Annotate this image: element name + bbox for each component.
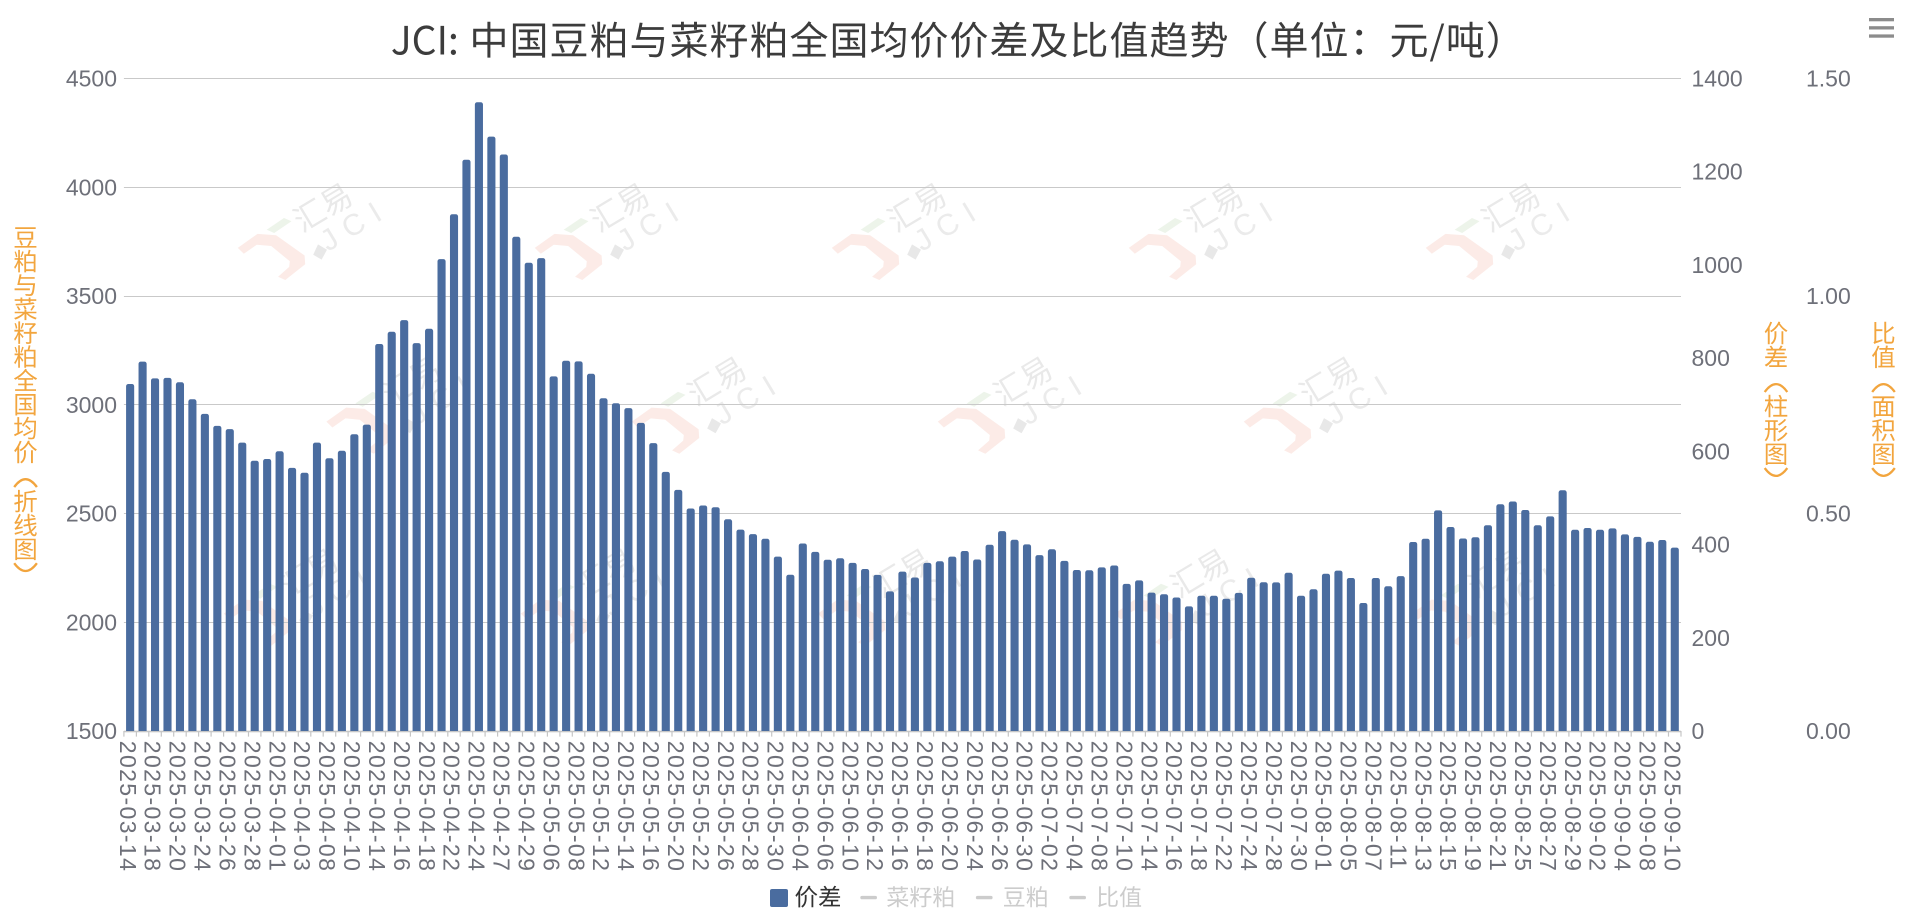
svg-text:2025-08-15: 2025-08-15 (1435, 741, 1461, 872)
svg-text:2025-03-18: 2025-03-18 (140, 741, 166, 872)
svg-text:2025-06-24: 2025-06-24 (962, 741, 988, 872)
svg-text:2025-08-01: 2025-08-01 (1311, 741, 1337, 872)
svg-text:2025-08-27: 2025-08-27 (1535, 741, 1561, 872)
svg-text:2025-04-03: 2025-04-03 (289, 741, 315, 872)
svg-text:2500: 2500 (66, 501, 117, 527)
svg-text:2025-07-10: 2025-07-10 (1111, 741, 1137, 872)
svg-text:2025-06-26: 2025-06-26 (987, 741, 1013, 872)
svg-text:800: 800 (1692, 345, 1730, 371)
svg-text:2025-05-22: 2025-05-22 (688, 741, 714, 872)
svg-text:2025-09-02: 2025-09-02 (1585, 741, 1611, 872)
svg-text:2025-09-04: 2025-09-04 (1610, 741, 1636, 872)
svg-text:2025-07-04: 2025-07-04 (1062, 741, 1088, 872)
svg-text:2025-08-13: 2025-08-13 (1410, 741, 1436, 872)
svg-text:2000: 2000 (66, 609, 117, 635)
svg-text:0: 0 (1692, 718, 1705, 744)
svg-text:2025-04-24: 2025-04-24 (464, 741, 490, 872)
svg-text:2025-03-14: 2025-03-14 (115, 741, 141, 872)
svg-text:2025-08-05: 2025-08-05 (1336, 741, 1362, 872)
svg-text:2025-04-27: 2025-04-27 (489, 741, 515, 872)
svg-text:2025-03-28: 2025-03-28 (239, 741, 265, 872)
svg-text:2025-08-19: 2025-08-19 (1460, 741, 1486, 872)
svg-text:2025-05-12: 2025-05-12 (588, 741, 614, 872)
svg-text:2025-08-21: 2025-08-21 (1485, 741, 1511, 872)
svg-text:2025-04-22: 2025-04-22 (439, 741, 465, 872)
svg-text:2025-06-16: 2025-06-16 (887, 741, 913, 872)
svg-text:2025-03-20: 2025-03-20 (165, 741, 191, 872)
svg-text:200: 200 (1692, 625, 1730, 651)
svg-text:2025-05-14: 2025-05-14 (613, 741, 639, 872)
svg-text:2025-03-26: 2025-03-26 (215, 741, 241, 872)
svg-text:0.00: 0.00 (1806, 718, 1851, 744)
svg-text:2025-04-16: 2025-04-16 (389, 741, 415, 872)
svg-text:2025-04-14: 2025-04-14 (364, 741, 390, 872)
svg-text:2025-09-10: 2025-09-10 (1660, 741, 1686, 872)
svg-text:2025-03-24: 2025-03-24 (190, 741, 216, 872)
svg-text:1400: 1400 (1692, 66, 1743, 92)
svg-text:2025-06-12: 2025-06-12 (862, 741, 888, 872)
svg-text:2025-04-29: 2025-04-29 (513, 741, 539, 872)
svg-text:1.50: 1.50 (1806, 66, 1851, 92)
svg-text:2025-06-10: 2025-06-10 (837, 741, 863, 872)
svg-text:2025-05-20: 2025-05-20 (663, 741, 689, 872)
svg-text:0.50: 0.50 (1806, 501, 1851, 527)
svg-text:2025-06-18: 2025-06-18 (912, 741, 938, 872)
svg-text:2025-07-30: 2025-07-30 (1286, 741, 1312, 872)
svg-text:2025-07-22: 2025-07-22 (1211, 741, 1237, 872)
svg-text:2025-05-08: 2025-05-08 (563, 741, 589, 872)
svg-text:1000: 1000 (1692, 252, 1743, 278)
svg-text:1.00: 1.00 (1806, 283, 1851, 309)
svg-text:3500: 3500 (66, 283, 117, 309)
svg-text:2025-07-08: 2025-07-08 (1087, 741, 1113, 872)
svg-text:2025-08-25: 2025-08-25 (1510, 741, 1536, 872)
svg-text:2025-07-16: 2025-07-16 (1161, 741, 1187, 872)
svg-text:4500: 4500 (66, 66, 117, 92)
svg-text:2025-06-04: 2025-06-04 (788, 741, 814, 872)
svg-text:2025-04-01: 2025-04-01 (264, 741, 290, 872)
svg-text:2025-07-24: 2025-07-24 (1236, 741, 1262, 872)
svg-text:2025-07-28: 2025-07-28 (1261, 741, 1287, 872)
svg-text:2025-05-26: 2025-05-26 (713, 741, 739, 872)
svg-text:2025-07-18: 2025-07-18 (1186, 741, 1212, 872)
svg-text:2025-08-07: 2025-08-07 (1361, 741, 1387, 872)
svg-text:2025-05-16: 2025-05-16 (638, 741, 664, 872)
svg-text:2025-05-30: 2025-05-30 (763, 741, 789, 872)
svg-text:2025-08-29: 2025-08-29 (1560, 741, 1586, 872)
svg-text:2025-05-28: 2025-05-28 (738, 741, 764, 872)
svg-text:2025-06-20: 2025-06-20 (937, 741, 963, 872)
svg-text:2025-05-06: 2025-05-06 (538, 741, 564, 872)
svg-text:2025-09-08: 2025-09-08 (1635, 741, 1661, 872)
svg-text:4000: 4000 (66, 174, 117, 200)
svg-text:2025-08-11: 2025-08-11 (1385, 741, 1411, 871)
svg-text:2025-07-14: 2025-07-14 (1136, 741, 1162, 872)
svg-text:1500: 1500 (66, 718, 117, 744)
svg-text:400: 400 (1692, 532, 1730, 558)
svg-text:1200: 1200 (1692, 159, 1743, 185)
svg-text:600: 600 (1692, 438, 1730, 464)
svg-text:2025-06-06: 2025-06-06 (812, 741, 838, 872)
svg-text:2025-07-02: 2025-07-02 (1037, 741, 1063, 872)
svg-text:2025-06-30: 2025-06-30 (1012, 741, 1038, 872)
svg-text:3000: 3000 (66, 392, 117, 418)
svg-text:2025-04-10: 2025-04-10 (339, 741, 365, 872)
svg-text:2025-04-18: 2025-04-18 (414, 741, 440, 872)
svg-text:2025-04-08: 2025-04-08 (314, 741, 340, 872)
